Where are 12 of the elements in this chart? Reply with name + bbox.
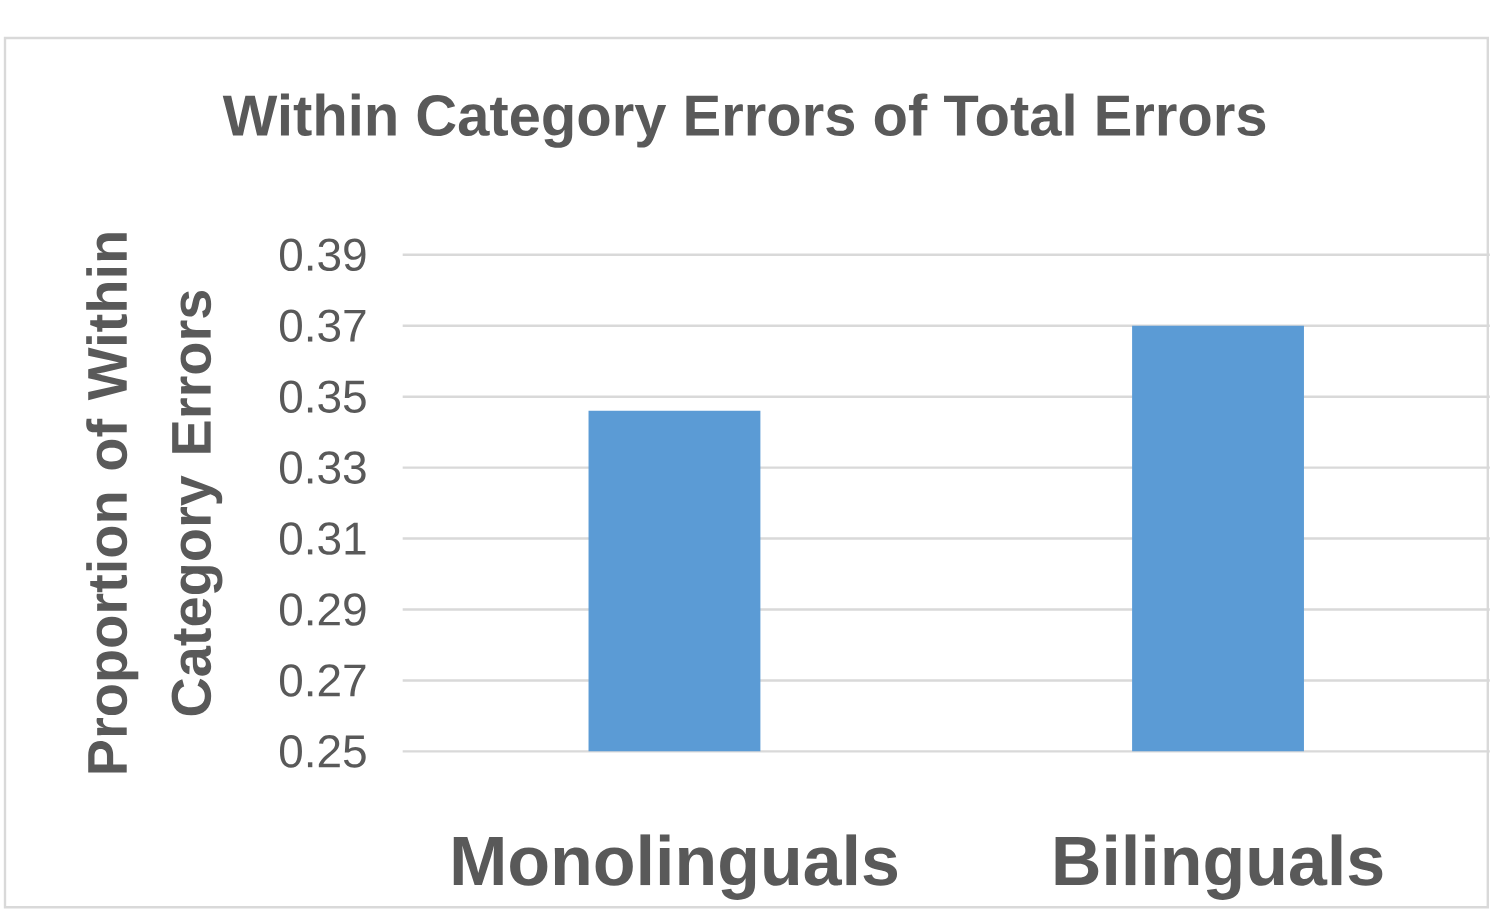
y-tick-label: 0.25 (279, 735, 366, 768)
chart-title: Within Category Errors of Total Errors (222, 93, 1266, 148)
x-tick-label: Monolinguals (453, 834, 898, 900)
y-tick-label: 0.35 (279, 380, 366, 413)
y-tick-label: 0.27 (279, 664, 366, 697)
y-axis-title: Proportion of Within Category Errors (86, 233, 223, 773)
y-tick-label: 0.33 (279, 451, 366, 484)
y-tick-label: 0.29 (279, 593, 366, 626)
y-tick-label: 0.39 (279, 238, 366, 271)
y-tick-label: 0.37 (279, 309, 366, 342)
x-tick-label: Bilinguals (1055, 834, 1383, 900)
y-tick-label: 0.31 (279, 522, 366, 555)
